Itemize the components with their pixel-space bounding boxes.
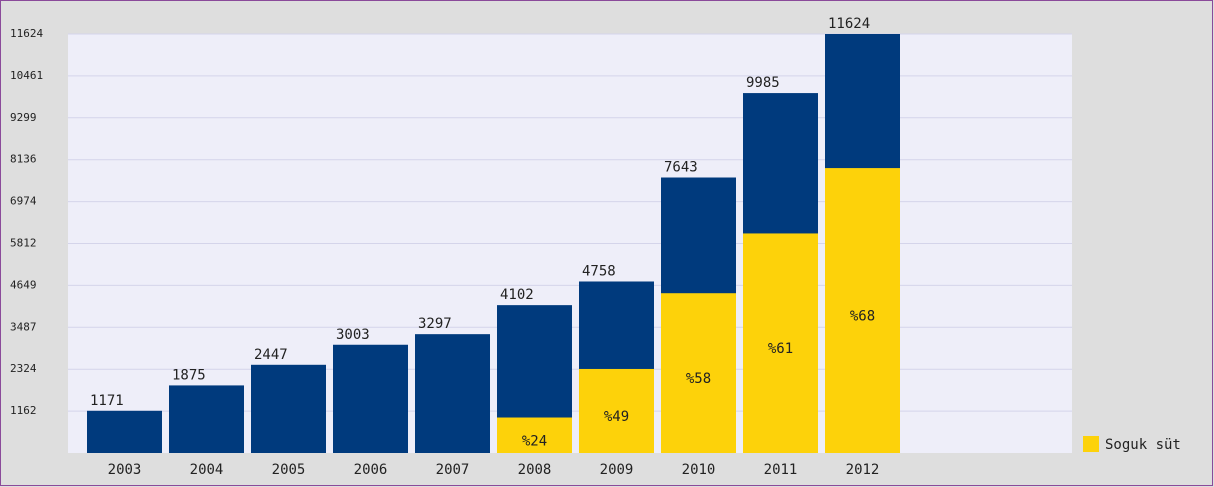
x-tick-label: 2010 [682, 462, 716, 478]
y-tick-label: 11624 [10, 27, 43, 40]
value-label: 7643 [664, 159, 698, 175]
segment [743, 233, 818, 453]
x-tick-label: 2004 [190, 462, 224, 478]
value-label: 3003 [336, 327, 370, 343]
value-label: 2447 [254, 347, 288, 363]
y-tick-label: 1162 [10, 404, 37, 417]
bar [415, 334, 490, 453]
y-tick-label: 9299 [10, 111, 37, 124]
x-tick-label: 2008 [518, 462, 552, 478]
y-tick-label: 8136 [10, 153, 37, 166]
y-tick-label: 4649 [10, 278, 37, 291]
segment [661, 293, 736, 453]
segment-label: %68 [850, 309, 875, 325]
bar [87, 410, 162, 453]
segment [497, 417, 572, 453]
value-label: 1875 [172, 367, 206, 383]
value-label: 11624 [828, 16, 870, 32]
x-tick-label: 2011 [764, 462, 798, 478]
y-tick-label: 3487 [10, 320, 37, 333]
x-tick-label: 2005 [272, 462, 306, 478]
value-label: 4758 [582, 263, 616, 279]
segment-label: %49 [604, 409, 629, 425]
legend-swatch [1083, 436, 1099, 452]
bar [333, 344, 408, 453]
value-label: 9985 [746, 75, 780, 91]
value-label: 3297 [418, 316, 452, 332]
x-tick-label: 2012 [846, 462, 880, 478]
y-tick-label: 10461 [10, 69, 43, 82]
bar [251, 364, 326, 453]
value-label: 1171 [90, 393, 124, 409]
x-tick-label: 2003 [108, 462, 142, 478]
x-tick-label: 2009 [600, 462, 634, 478]
segment-label: %61 [768, 341, 793, 357]
y-tick-label: 6974 [10, 195, 37, 208]
value-label: 4102 [500, 287, 534, 303]
segment [825, 168, 900, 453]
segment-label: %58 [686, 371, 711, 387]
bar [169, 385, 244, 453]
segment [579, 368, 654, 453]
y-tick-label: 5812 [10, 237, 37, 250]
segment-label: %24 [522, 433, 547, 449]
legend-label: Soguk süt [1105, 437, 1181, 453]
x-tick-label: 2006 [354, 462, 388, 478]
x-tick-label: 2007 [436, 462, 470, 478]
y-tick-label: 2324 [10, 362, 37, 375]
